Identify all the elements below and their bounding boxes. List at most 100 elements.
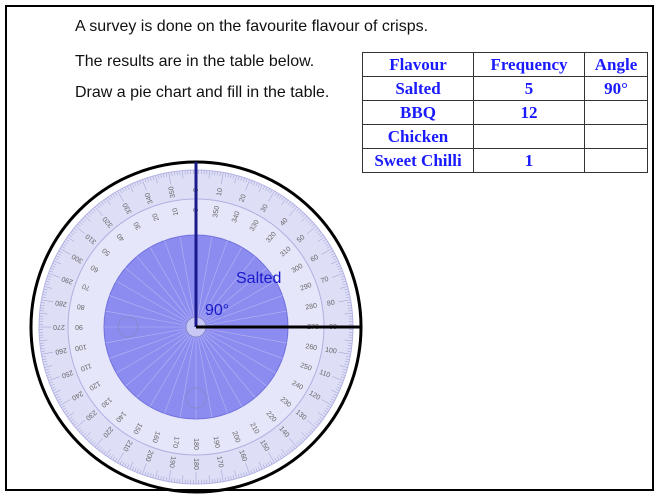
protractor-tick [324, 410, 328, 413]
protractor-tick [53, 260, 62, 265]
protractor-radial [136, 326, 197, 398]
protractor-tick [232, 174, 235, 179]
protractor-tick [318, 418, 322, 422]
protractor-tick [285, 450, 289, 455]
protractor-tick [46, 374, 51, 376]
protractor-tick [97, 445, 100, 450]
protractor-tick [72, 230, 76, 234]
protractor-tick [329, 250, 334, 254]
protractor-radial [164, 326, 197, 414]
protractor-label: 60 [310, 254, 320, 264]
protractor-label: 240 [290, 380, 304, 392]
protractor-tick [54, 393, 59, 397]
protractor-tick [262, 185, 266, 190]
protractor-tick [90, 210, 94, 214]
protractor-label: 290 [61, 274, 74, 285]
protractor-tick [142, 179, 147, 191]
protractor-tick [40, 302, 45, 304]
protractor-label: 350 [168, 186, 177, 199]
instruction: A survey is done on the favourite flavou… [75, 18, 429, 35]
protractor-label: 40 [116, 232, 126, 243]
protractor-tick [147, 472, 149, 477]
table-cell: Salted [362, 76, 474, 101]
protractor-tick [44, 286, 53, 289]
protractor-label: 100 [324, 347, 337, 356]
protractor-radial [149, 247, 197, 328]
protractor-tick [39, 339, 48, 341]
protractor-tick [265, 463, 268, 468]
protractor-tick [73, 228, 78, 231]
table-cell: 1 [473, 148, 585, 173]
protractor-tick [84, 215, 91, 222]
protractor-radial [164, 240, 197, 328]
instruction: Draw a pie chart and fill in the table. [75, 84, 330, 101]
protractor-radial [109, 326, 197, 359]
protractor-label: 50 [101, 246, 112, 256]
protractor-label: 280 [305, 303, 318, 312]
protractor-tick [68, 234, 73, 238]
protractor-tick [94, 206, 103, 217]
protractor-tick [112, 193, 116, 198]
protractor-tick [316, 420, 320, 424]
protractor-tick [149, 176, 152, 181]
protractor-tick [322, 238, 327, 242]
protractor-tick [97, 204, 100, 209]
protractor-radial [125, 326, 197, 387]
protractor-radial [195, 310, 287, 328]
protractor-tick [64, 410, 68, 413]
protractor-radial [116, 326, 197, 374]
protractor-tick [110, 455, 113, 459]
protractor-tick [70, 232, 74, 236]
protractor-tick [330, 398, 335, 401]
protractor-tick [258, 183, 261, 188]
protractor-label: 10 [216, 188, 224, 197]
protractor-label: 180 [192, 438, 199, 450]
protractor-tick [103, 450, 107, 455]
protractor-tick [330, 389, 339, 394]
protractor-tick [101, 449, 105, 453]
protractor-tick [114, 192, 118, 196]
protractor-tick [114, 458, 118, 462]
protractor-label: 180 [192, 458, 199, 470]
table-cell: 90° [584, 76, 648, 101]
protractor-tick [42, 358, 47, 360]
protractor-tick [165, 477, 168, 482]
protractor-label: 210 [121, 439, 133, 453]
protractor-tick [230, 476, 232, 481]
protractor-tick [49, 270, 54, 273]
protractor-radial [195, 326, 256, 398]
protractor-label: 80 [327, 299, 336, 307]
protractor-tick [309, 429, 313, 433]
protractor-tick [173, 171, 175, 176]
protractor-tick [117, 452, 124, 464]
protractor-tick [300, 438, 304, 442]
protractor-tick [107, 196, 111, 201]
protractor-tick [301, 432, 308, 439]
protractor-tick [51, 265, 56, 268]
protractor-tick [234, 470, 237, 479]
protractor-radial [195, 256, 256, 328]
protractor-tick [339, 286, 348, 289]
protractor-tick [289, 447, 293, 451]
protractor-tick [309, 221, 313, 225]
protractor-tick [47, 376, 52, 379]
protractor-tick [337, 384, 342, 387]
protractor-label: 340 [144, 191, 155, 204]
table-row: Salted 5 90° [362, 76, 648, 101]
protractor-tick [245, 471, 248, 476]
protractor-tick [344, 363, 349, 366]
protractor-tick [40, 350, 45, 352]
protractor-tick [61, 245, 65, 249]
protractor-tick [245, 179, 250, 191]
protractor-tick [84, 432, 91, 439]
protractor-tick [268, 190, 275, 202]
protractor-tick [52, 389, 57, 392]
protractor-tick [305, 217, 310, 221]
protractor-radial [109, 295, 197, 328]
protractor-tick [332, 396, 337, 399]
protractor-radial [195, 267, 267, 328]
protractor-tick [79, 221, 83, 225]
protractor-tick [237, 474, 240, 478]
protractor-tick [318, 232, 322, 236]
protractor-radial [195, 326, 213, 418]
